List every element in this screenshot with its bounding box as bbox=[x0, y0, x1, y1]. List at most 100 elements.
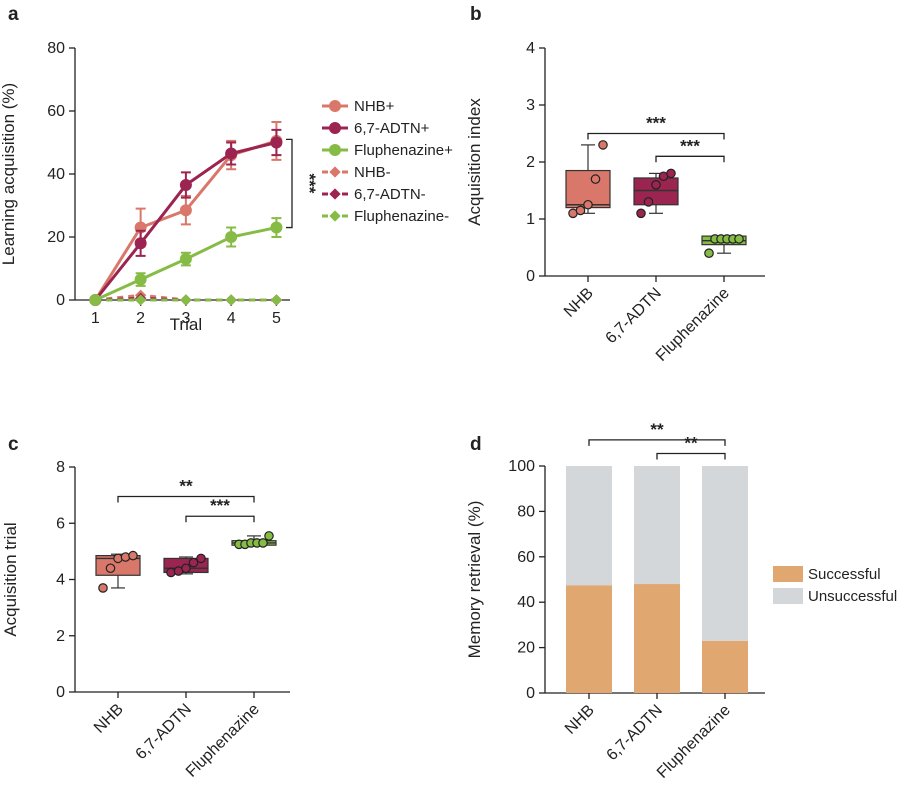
data-point bbox=[258, 538, 268, 548]
legend-swatch bbox=[773, 588, 803, 604]
y-tick-label: 6 bbox=[56, 515, 65, 532]
x-tick-label: Fluphenazine bbox=[654, 702, 734, 782]
y-tick-label: 40 bbox=[517, 594, 535, 611]
y-tick-label: 4 bbox=[526, 40, 535, 57]
legend-label: NHB+ bbox=[354, 98, 395, 115]
x-axis-title: Trial bbox=[170, 315, 202, 334]
legend-label: Successful bbox=[808, 566, 881, 583]
significance-label: ** bbox=[179, 477, 193, 496]
legend-marker bbox=[329, 166, 341, 178]
panel-letter: b bbox=[470, 4, 482, 25]
significance-bracket bbox=[117, 495, 255, 503]
x-tick-label: NHB bbox=[91, 701, 127, 737]
data-point bbox=[179, 204, 192, 217]
y-tick-label: 80 bbox=[47, 40, 65, 57]
box-body bbox=[633, 177, 679, 206]
y-tick-label: 1 bbox=[526, 211, 535, 228]
series-fluphenazine- bbox=[89, 294, 283, 306]
data-point bbox=[179, 253, 192, 266]
significance-label: *** bbox=[300, 174, 319, 194]
significance-label: *** bbox=[646, 114, 666, 133]
y-tick-label: 0 bbox=[56, 292, 65, 309]
legend: NHB+ 6,7-ADTN+ Fluphenazine+ NHB- 6,7-ADTN- F… bbox=[322, 98, 453, 225]
y-tick-label: 80 bbox=[517, 503, 535, 520]
legend-marker bbox=[329, 100, 341, 112]
data-point bbox=[134, 273, 147, 286]
x-tick-label: 3 bbox=[181, 310, 190, 327]
legend-item: 6,7-ADTN+ bbox=[322, 120, 430, 137]
significance-bracket bbox=[588, 439, 726, 446]
y-tick-label: 60 bbox=[47, 103, 65, 120]
data-point bbox=[180, 294, 192, 306]
legend-item: Fluphenazine+ bbox=[322, 142, 453, 159]
y-tick-label: 20 bbox=[47, 229, 65, 246]
data-point bbox=[704, 248, 714, 258]
y-axis-title: Learning acquisition (%) bbox=[0, 83, 18, 265]
significance-label: *** bbox=[680, 136, 700, 155]
significance-bracket bbox=[655, 155, 725, 163]
legend-item: NHB+ bbox=[322, 98, 395, 115]
data-point bbox=[105, 563, 116, 574]
bar-unsuccessful bbox=[634, 466, 680, 585]
x-tick-label: NHB bbox=[562, 702, 598, 738]
bar-successful bbox=[634, 584, 680, 693]
y-tick-label: 0 bbox=[526, 685, 535, 702]
panel-letter: a bbox=[8, 4, 19, 25]
data-point bbox=[181, 563, 191, 574]
data-point bbox=[583, 199, 593, 210]
data-point bbox=[666, 168, 676, 179]
legend-item: Fluphenazine- bbox=[322, 208, 449, 225]
data-point bbox=[270, 294, 283, 306]
y-tick-label: 2 bbox=[56, 628, 65, 645]
bar-successful bbox=[702, 640, 748, 693]
bar-unsuccessful bbox=[566, 466, 612, 586]
x-tick-label: 2 bbox=[136, 310, 145, 327]
data-point bbox=[598, 140, 608, 150]
y-tick-label: 3 bbox=[526, 97, 535, 114]
significance-bracket bbox=[185, 515, 255, 523]
panel-d-stacked-bar-chart: d 0 20 40 60 80 100 Memory retrieval (%) NHB 6,7-… bbox=[465, 420, 897, 782]
panel-a-line-chart: a 0 20 40 60 80 Learning acquisition (%) 1 2 3 4 5 T… bbox=[0, 4, 453, 334]
series-fluphenazine- bbox=[89, 217, 283, 306]
box-fluphenazine bbox=[701, 234, 747, 258]
data-point bbox=[264, 531, 274, 541]
data-point bbox=[636, 208, 646, 219]
y-axis-title: Acquisition trial bbox=[1, 522, 20, 636]
data-point bbox=[89, 294, 102, 306]
legend-swatch bbox=[773, 566, 803, 582]
data-point bbox=[225, 231, 238, 243]
significance-label: ** bbox=[684, 434, 698, 453]
data-point bbox=[128, 550, 138, 561]
y-tick-label: 8 bbox=[56, 459, 65, 476]
legend: Successful Unsuccessful bbox=[773, 566, 897, 605]
data-point bbox=[590, 174, 601, 184]
significance-label: ** bbox=[650, 420, 664, 439]
x-tick-label: 1 bbox=[91, 310, 100, 327]
box-nhb bbox=[565, 140, 611, 219]
significance-bracket bbox=[587, 132, 725, 140]
x-tick-label: 6,7-ADTN bbox=[604, 702, 666, 764]
data-point bbox=[651, 180, 661, 190]
data-point bbox=[134, 237, 147, 250]
legend-marker bbox=[329, 210, 341, 222]
y-tick-label: 0 bbox=[526, 268, 535, 285]
panel-b-box-chart: b 0 1 2 3 4 Acquisition index NHB 6,7-ADTNFluphe… bbox=[465, 4, 765, 365]
y-tick-label: 4 bbox=[56, 572, 65, 589]
y-tick-label: 2 bbox=[526, 154, 535, 171]
y-tick-label: 0 bbox=[56, 684, 65, 701]
x-tick-label: 4 bbox=[227, 310, 236, 327]
y-tick-label: 100 bbox=[508, 458, 535, 475]
x-tick-label: Fluphenazine bbox=[653, 285, 733, 365]
panel-letter: c bbox=[8, 434, 19, 455]
legend-label: 6,7-ADTN+ bbox=[354, 120, 430, 137]
panel-letter: d bbox=[470, 434, 482, 455]
legend-marker bbox=[329, 188, 341, 200]
data-point bbox=[270, 221, 283, 234]
panel-c-box-chart: c 0 2 4 6 8 Acquisition trial NHB 6,7-ADTNFluphe… bbox=[1, 434, 290, 781]
data-point bbox=[575, 205, 586, 216]
legend-label: NHB- bbox=[354, 164, 391, 181]
legend-label: Fluphenazine+ bbox=[354, 142, 453, 159]
data-point bbox=[270, 136, 283, 149]
legend-label: Fluphenazine- bbox=[354, 208, 449, 225]
